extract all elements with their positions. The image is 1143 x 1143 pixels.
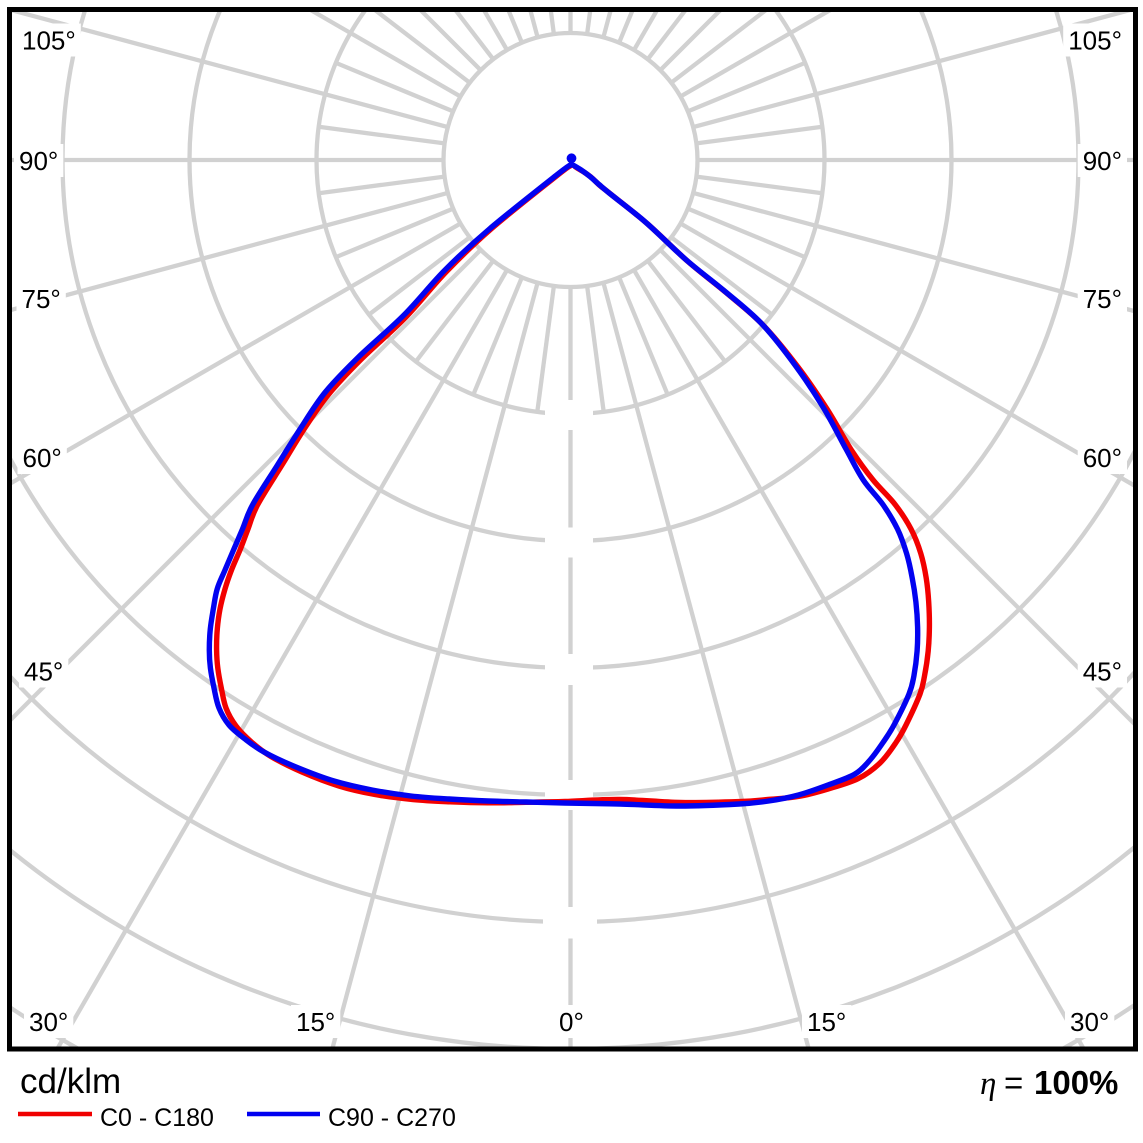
svg-text:30°: 30° xyxy=(29,1007,68,1037)
svg-text:105°: 105° xyxy=(1068,26,1122,56)
svg-text:45°: 45° xyxy=(24,657,63,687)
svg-text:30°: 30° xyxy=(1070,1007,1109,1037)
svg-text:90°: 90° xyxy=(1083,146,1122,176)
svg-text:75°: 75° xyxy=(1083,284,1122,314)
svg-text:C90 - C270: C90 - C270 xyxy=(328,1104,456,1132)
svg-text:60°: 60° xyxy=(23,443,62,473)
svg-text:100%: 100% xyxy=(1034,1064,1118,1101)
svg-text:cd/klm: cd/klm xyxy=(20,1062,121,1101)
svg-text:15°: 15° xyxy=(807,1007,846,1037)
svg-text:C0 - C180: C0 - C180 xyxy=(100,1104,214,1132)
svg-text:=: = xyxy=(1004,1064,1023,1101)
svg-text:105°: 105° xyxy=(22,26,76,56)
svg-text:60°: 60° xyxy=(1083,443,1122,473)
svg-text:75°: 75° xyxy=(22,284,61,314)
svg-text:15°: 15° xyxy=(296,1007,335,1037)
svg-text:η: η xyxy=(980,1066,996,1102)
svg-text:45°: 45° xyxy=(1083,657,1122,687)
svg-text:0°: 0° xyxy=(559,1007,584,1037)
svg-text:90°: 90° xyxy=(19,146,58,176)
